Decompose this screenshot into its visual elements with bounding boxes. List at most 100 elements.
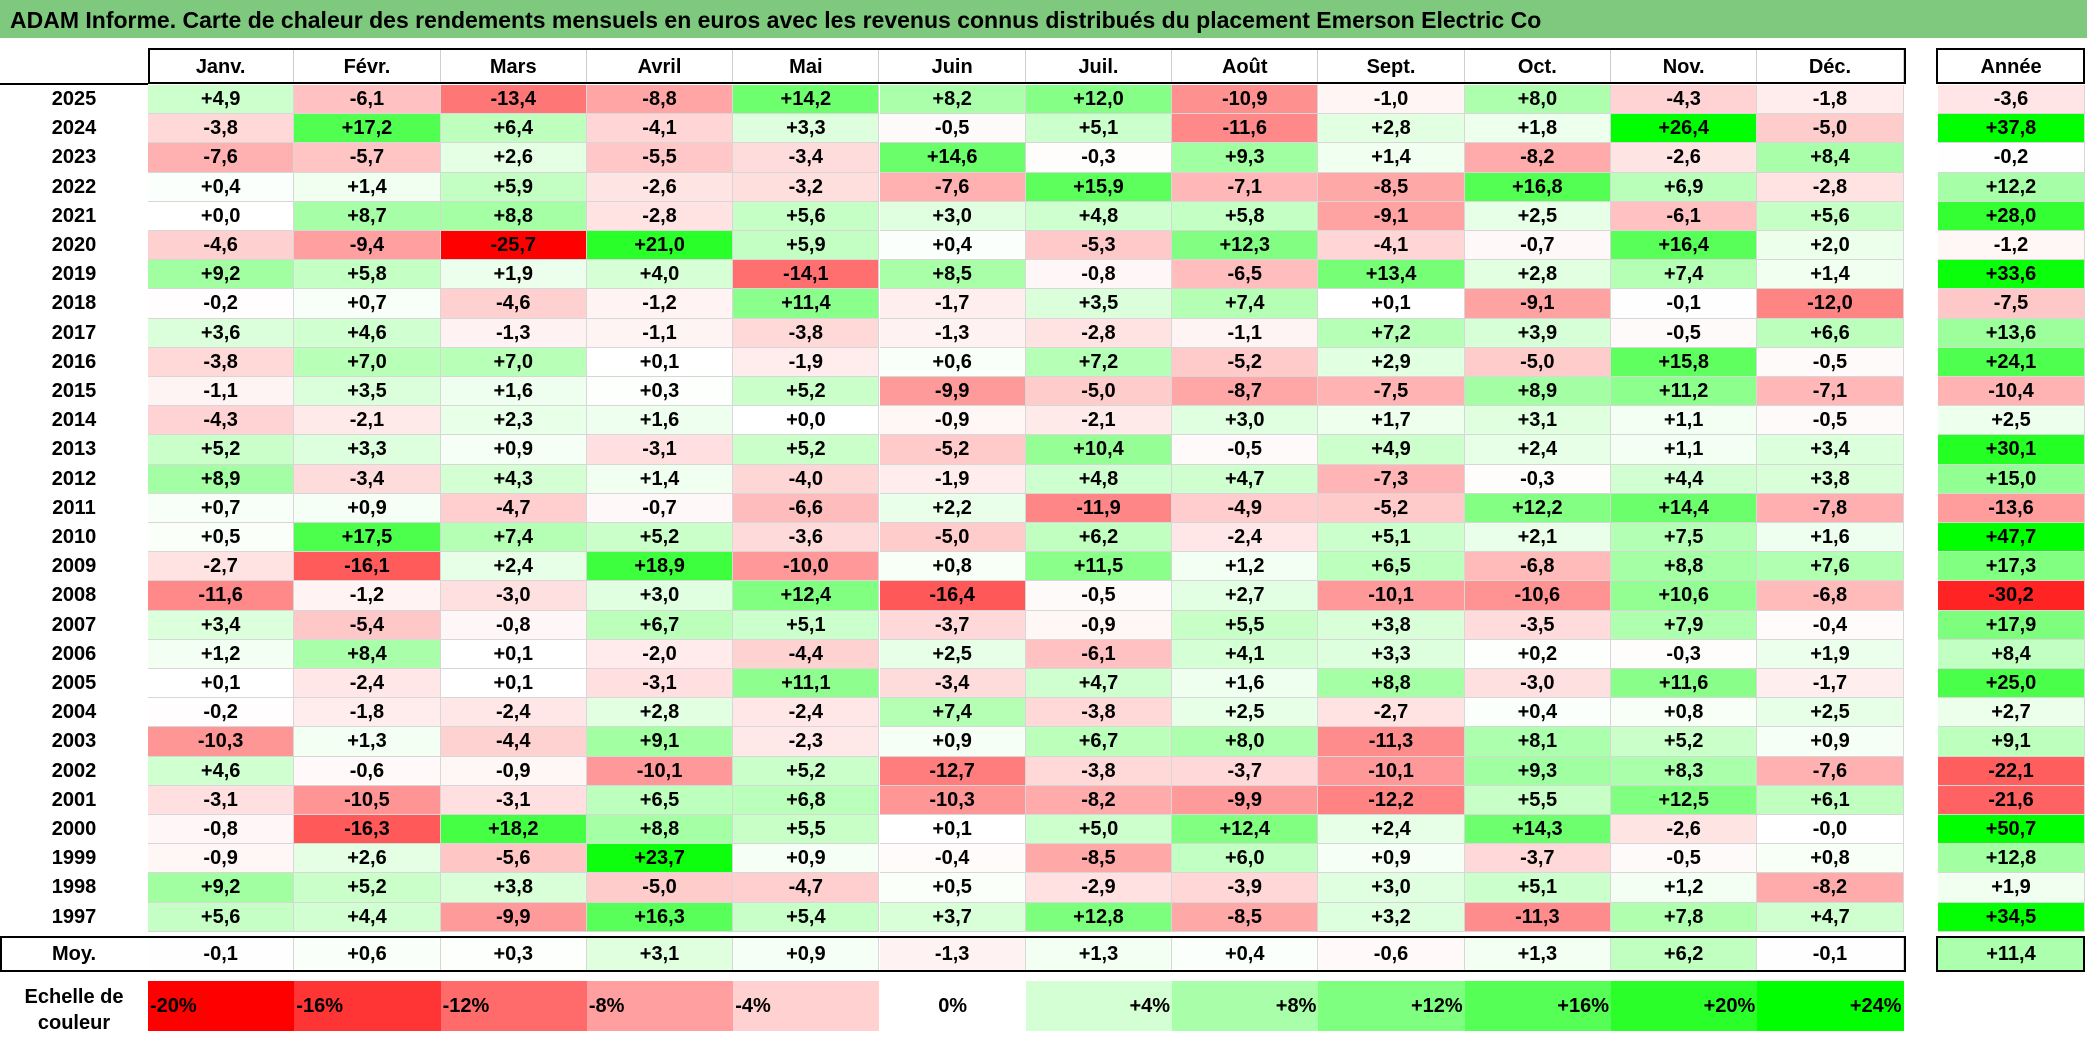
heatmap-cell: -0,4 <box>1757 610 1904 640</box>
heatmap-cell: -3,0 <box>440 581 587 611</box>
heatmap-cell: +6,5 <box>1318 552 1465 582</box>
heatmap-cell: -0,5 <box>1611 318 1758 348</box>
heatmap-cell: -6,1 <box>1025 639 1173 669</box>
average-cell: +0,6 <box>294 936 441 971</box>
heatmap-cell: +0,7 <box>148 493 295 523</box>
heatmap-cell: +3,0 <box>1318 873 1465 903</box>
month-header: Nov. <box>1611 50 1758 84</box>
heatmap-cell: +5,6 <box>1757 201 1904 231</box>
heatmap-cell: -0,8 <box>440 610 587 640</box>
heatmap-cell: -2,4 <box>294 669 441 699</box>
heatmap-cell: -5,6 <box>440 844 587 874</box>
annual-cell: -30,2 <box>1938 581 2085 611</box>
heatmap-cell: +12,4 <box>1172 815 1319 845</box>
heatmap-cell: +9,3 <box>1464 756 1611 786</box>
annual-cell: +50,7 <box>1938 815 2085 845</box>
heatmap-cell: +5,2 <box>148 435 295 465</box>
annual-cell: +47,7 <box>1938 523 2085 553</box>
year-label: 1998 <box>51 876 97 899</box>
color-scale-stop: +20% <box>1611 981 1758 1031</box>
annual-cell: +1,9 <box>1938 873 2085 903</box>
year-label: 1997 <box>51 905 97 928</box>
heatmap-cell: +4,8 <box>1025 201 1173 231</box>
year-label: 2025 <box>51 88 97 110</box>
heatmap-cell: -8,5 <box>1025 844 1173 874</box>
annual-cell: +9,1 <box>1938 727 2085 757</box>
heatmap-cell: +7,8 <box>1611 902 1758 932</box>
year-label: 1999 <box>51 847 97 870</box>
heatmap-cell: -5,0 <box>1464 347 1611 377</box>
year-label: 2021 <box>51 204 97 227</box>
heatmap-cell: -0,4 <box>879 844 1026 874</box>
heatmap-cell: -3,8 <box>148 347 295 377</box>
heatmap-cell: +2,5 <box>879 639 1026 669</box>
heatmap-cell: -5,0 <box>879 523 1026 553</box>
heatmap-cell: +5,1 <box>1025 114 1173 144</box>
heatmap-cell: +6,0 <box>1172 844 1319 874</box>
heatmap-cell: -5,2 <box>1172 347 1319 377</box>
heatmap-cell: -12,2 <box>1318 785 1465 815</box>
heatmap-cell: -5,3 <box>1025 231 1173 261</box>
year-label: 2014 <box>51 409 97 432</box>
heatmap-cell: +2,7 <box>1172 581 1319 611</box>
annual-cell: +12,8 <box>1938 844 2085 874</box>
heatmap-cell: -3,1 <box>586 669 734 699</box>
heatmap-cell: +13,4 <box>1318 260 1465 290</box>
year-label: 2002 <box>51 759 97 782</box>
heatmap-cell: +14,3 <box>1464 815 1611 845</box>
heatmap-cell: +5,2 <box>294 873 441 903</box>
heatmap-cell: -1,8 <box>1757 85 1904 115</box>
heatmap-cell: +8,8 <box>586 815 734 845</box>
heatmap-cell: -0,5 <box>1757 347 1904 377</box>
heatmap-cell: -5,0 <box>1757 114 1904 144</box>
average-cell: +0,9 <box>733 936 880 971</box>
year-label: 2000 <box>51 818 97 840</box>
heatmap-cell: -0,3 <box>1025 143 1173 173</box>
heatmap-cell: +8,5 <box>879 260 1026 290</box>
annual-cell: +30,1 <box>1938 435 2085 465</box>
heatmap-cell: -0,2 <box>148 289 295 319</box>
heatmap-cell: +4,1 <box>1172 639 1319 669</box>
heatmap-cell: +8,9 <box>1464 377 1611 407</box>
heatmap-cell: +1,6 <box>586 406 734 436</box>
heatmap-cell: +21,0 <box>586 231 734 261</box>
heatmap-cell: +3,4 <box>148 610 295 640</box>
average-cell: +1,3 <box>1464 936 1611 971</box>
heatmap-cell: +9,1 <box>586 727 734 757</box>
year-label: 2018 <box>51 292 97 315</box>
heatmap-cell: +5,4 <box>733 902 880 932</box>
heatmap-cell: -4,1 <box>586 114 734 144</box>
heatmap-cell: -9,9 <box>1172 785 1319 815</box>
heatmap-cell: +5,2 <box>586 523 734 553</box>
month-header: Sept. <box>1318 50 1465 84</box>
heatmap-cell: -9,4 <box>294 231 441 261</box>
heatmap-cell: +0,9 <box>294 493 441 523</box>
heatmap-cell: +2,8 <box>586 698 734 728</box>
heatmap-cell: +1,6 <box>440 377 587 407</box>
year-label: 2015 <box>51 380 97 402</box>
heatmap-cell: -3,8 <box>148 114 295 144</box>
heatmap-cell: -2,7 <box>148 552 295 582</box>
heatmap-cell: -7,1 <box>1757 377 1904 407</box>
heatmap-cell: +6,6 <box>1757 318 1904 348</box>
heatmap-cell: +8,4 <box>294 639 441 669</box>
annual-cell: +2,5 <box>1938 406 2085 436</box>
heatmap-cell: -1,1 <box>1172 318 1319 348</box>
color-scale-stop: +16% <box>1464 981 1611 1031</box>
heatmap-cell: +15,9 <box>1025 172 1173 202</box>
heatmap-cell: +4,3 <box>440 464 587 494</box>
heatmap-cell: +8,1 <box>1464 727 1611 757</box>
heatmap-cell: +10,6 <box>1611 581 1758 611</box>
heatmap-cell: +12,4 <box>733 581 880 611</box>
heatmap-cell: +7,4 <box>1172 289 1319 319</box>
heatmap-cell: +3,5 <box>294 377 441 407</box>
heatmap-cell: +2,8 <box>1464 260 1611 290</box>
heatmap-cell: -0,5 <box>1757 406 1904 436</box>
heatmap-cell: +4,4 <box>294 902 441 932</box>
heatmap-cell: -25,7 <box>440 231 587 261</box>
heatmap-cell: +1,2 <box>1611 873 1758 903</box>
heatmap-cell: +5,5 <box>1172 610 1319 640</box>
year-label: 2013 <box>51 438 97 461</box>
heatmap-cell: -1,1 <box>586 318 734 348</box>
annual-cell: +28,0 <box>1938 201 2085 231</box>
